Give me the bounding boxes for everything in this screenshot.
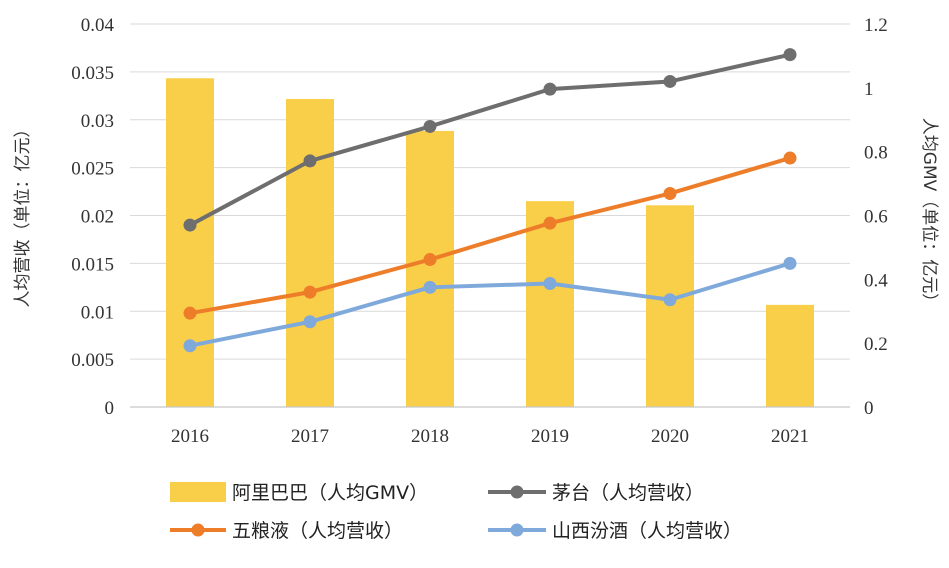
gridlines — [130, 23, 850, 360]
data-point[interactable] — [543, 216, 557, 230]
data-point[interactable] — [783, 256, 797, 270]
data-point[interactable] — [663, 186, 677, 200]
data-point[interactable] — [783, 151, 797, 165]
data-point[interactable] — [183, 306, 197, 320]
bar-2018[interactable] — [406, 130, 454, 407]
left-tick-label: 0.015 — [71, 254, 114, 275]
data-point[interactable] — [303, 315, 317, 329]
right-tick-label: 1 — [864, 79, 874, 100]
bar-2017[interactable] — [286, 99, 334, 408]
bar-2016[interactable] — [166, 78, 214, 407]
legend-label-alibaba: 阿里巴巴（人均GMV） — [232, 482, 428, 504]
bar-2019[interactable] — [526, 201, 574, 407]
series-1 — [183, 151, 797, 320]
legend-marker-maotai-icon — [510, 485, 524, 499]
x-tick-label: 2021 — [771, 426, 809, 447]
right-tick-label: 0.4 — [864, 270, 888, 291]
left-axis-title: 人均营收（单位：亿元） — [13, 121, 33, 308]
data-point[interactable] — [303, 154, 317, 168]
left-tick-label: 0.02 — [81, 207, 114, 228]
x-axis-ticks: 2016 2017 2018 2019 2020 2021 — [171, 426, 809, 447]
series-line — [188, 52, 792, 228]
data-point[interactable] — [423, 253, 437, 267]
legend-item-alibaba[interactable]: 阿里巴巴（人均GMV） — [170, 482, 428, 504]
legend-marker-wuliangye-icon — [191, 523, 205, 537]
data-point[interactable] — [663, 293, 677, 307]
left-tick-label: 0.005 — [71, 350, 114, 371]
legend-item-fenjiu[interactable]: 山西汾酒（人均营收） — [488, 520, 742, 542]
x-tick-label: 2019 — [531, 426, 569, 447]
right-tick-label: 1.2 — [864, 15, 888, 36]
left-tick-label: 0.04 — [81, 15, 115, 36]
legend-label-maotai: 茅台（人均营收） — [552, 482, 704, 504]
left-tick-label: 0 — [105, 398, 115, 419]
legend-label-wuliangye: 五粮液（人均营收） — [232, 520, 403, 542]
series-line — [188, 261, 792, 348]
series-2 — [183, 256, 797, 353]
data-point[interactable] — [543, 276, 557, 290]
x-tick-label: 2017 — [291, 426, 329, 447]
data-point[interactable] — [423, 119, 437, 133]
right-axis-ticks: 0 0.2 0.4 0.6 0.8 1 1.2 — [864, 15, 888, 419]
right-tick-label: 0.2 — [864, 334, 888, 355]
left-tick-label: 0.01 — [81, 302, 114, 323]
x-tick-label: 2020 — [651, 426, 689, 447]
legend-label-fenjiu: 山西汾酒（人均营收） — [552, 520, 742, 542]
left-tick-label: 0.035 — [71, 63, 114, 84]
line-series — [183, 48, 797, 353]
series-line — [188, 156, 792, 316]
left-tick-label: 0.03 — [81, 111, 114, 132]
legend-item-maotai[interactable]: 茅台（人均营收） — [488, 482, 704, 504]
legend: 阿里巴巴（人均GMV） 茅台（人均营收） 五粮液（人均营收） 山西汾酒（人均营收… — [170, 482, 742, 542]
right-tick-label: 0.6 — [864, 207, 888, 228]
legend-swatch-bar-icon — [170, 482, 226, 502]
bar-2021[interactable] — [766, 304, 814, 407]
data-point[interactable] — [543, 82, 557, 96]
left-axis-ticks: 0 0.005 0.01 0.015 0.02 0.025 0.03 0.035 0.04 — [71, 15, 114, 419]
data-point[interactable] — [183, 339, 197, 353]
right-tick-label: 0 — [864, 398, 874, 419]
legend-marker-fenjiu-icon — [510, 523, 524, 537]
data-point[interactable] — [183, 218, 197, 232]
series-0 — [183, 48, 797, 232]
x-tick-label: 2016 — [171, 426, 209, 447]
data-point[interactable] — [303, 285, 317, 299]
data-point[interactable] — [783, 48, 797, 62]
right-axis-title: 人均GMV（单位：亿元） — [919, 118, 939, 310]
data-point[interactable] — [663, 74, 677, 88]
bar-series — [166, 78, 814, 408]
left-tick-label: 0.025 — [71, 159, 114, 180]
legend-item-wuliangye[interactable]: 五粮液（人均营收） — [170, 520, 403, 542]
data-point[interactable] — [423, 280, 437, 294]
right-tick-label: 0.8 — [864, 143, 888, 164]
x-tick-label: 2018 — [411, 426, 449, 447]
